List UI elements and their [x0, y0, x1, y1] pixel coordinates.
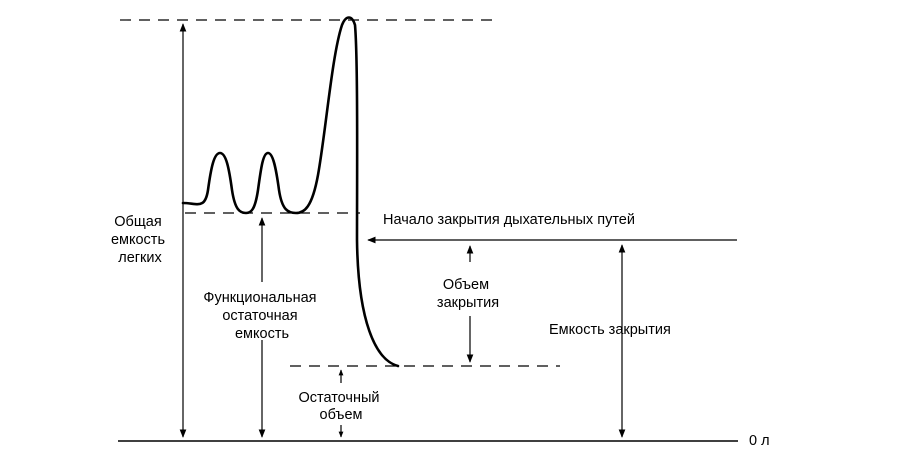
- frc-label: Функциональная остаточная емкость: [203, 290, 320, 342]
- total-capacity-label: Общая емкость легких: [111, 214, 169, 266]
- residual-volume-label: Остаточный объем: [298, 390, 383, 423]
- spirogram-curve: [181, 16, 400, 368]
- closing-volume-label: Объем закрытия: [437, 277, 499, 311]
- closing-capacity-label: Емкость закрытия: [549, 322, 671, 338]
- zero-label: 0 л: [749, 433, 770, 449]
- airway-closure-onset-label: Начало закрытия дыхательных путей: [383, 212, 635, 228]
